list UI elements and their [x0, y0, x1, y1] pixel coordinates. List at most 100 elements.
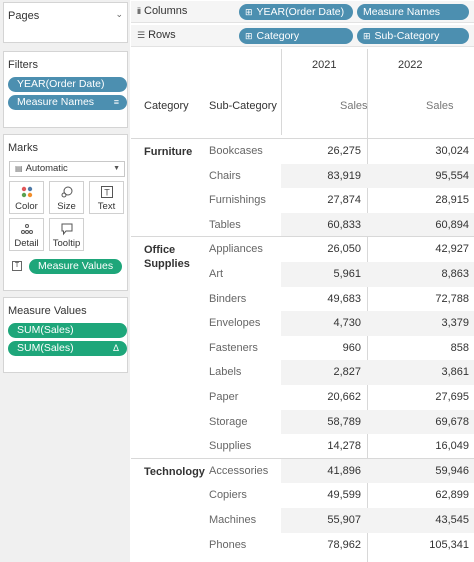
sub-category-label[interactable]: Binders — [209, 292, 247, 305]
expand-icon[interactable]: ⊞ — [245, 31, 253, 41]
filter-pill-label: YEAR(Order Date) — [17, 78, 105, 90]
marks-size-button[interactable]: Size — [49, 181, 84, 214]
sub-category-label[interactable]: Phones — [209, 538, 247, 551]
value-2022[interactable]: 3,379 — [441, 317, 469, 330]
expand-icon[interactable]: ⊞ — [363, 31, 371, 41]
rows-pill-label: Sub-Category — [374, 30, 440, 42]
filter-pill-year[interactable]: YEAR(Order Date) — [8, 77, 127, 92]
sub-category-label[interactable]: Tables — [209, 218, 241, 231]
value-2022[interactable]: 59,946 — [435, 464, 469, 477]
value-2021[interactable]: 4,730 — [333, 317, 361, 330]
rows-label-text: Rows — [148, 29, 176, 41]
value-2022[interactable]: 8,863 — [441, 268, 469, 280]
marks-color-label: Color — [15, 201, 38, 212]
color-dots-icon — [10, 185, 43, 201]
tooltip-icon — [50, 222, 83, 238]
sub-category-label[interactable]: Paper — [209, 391, 239, 403]
value-2022[interactable]: 72,788 — [435, 292, 469, 305]
value-2022[interactable]: 105,341 — [429, 538, 469, 551]
pages-card[interactable]: Pages ⌄ — [3, 2, 128, 43]
value-2022[interactable]: 62,899 — [435, 489, 469, 502]
filter-list-icon: ≡ — [113, 97, 119, 107]
value-2021[interactable]: 49,599 — [327, 489, 361, 502]
header-divider — [131, 138, 474, 139]
value-2022[interactable]: 30,024 — [435, 145, 469, 157]
group-divider — [131, 236, 474, 238]
value-2021[interactable]: 960 — [342, 341, 361, 354]
measure-pill-label: SUM(Sales) — [17, 324, 74, 336]
marks-measure-values-pill[interactable]: Measure Values — [29, 259, 122, 274]
columns-shelf[interactable]: iii Columns ⊞ YEAR(Order Date) Measure Nam… — [131, 1, 474, 23]
measure-value-pill-sum-sales-delta[interactable]: SUM(Sales) Δ — [8, 341, 127, 356]
value-2021[interactable]: 83,919 — [327, 169, 361, 182]
header-sales-2022: Sales — [426, 100, 454, 112]
value-2021[interactable]: 5,961 — [333, 268, 361, 280]
header-year-2022: 2022 — [398, 59, 423, 71]
sub-category-label[interactable]: Bookcases — [209, 145, 263, 157]
row-band — [281, 360, 474, 385]
value-2021[interactable]: 60,833 — [327, 218, 361, 231]
value-2022[interactable]: 43,545 — [435, 514, 469, 526]
value-2021[interactable]: 58,789 — [327, 415, 361, 428]
value-2022[interactable]: 3,861 — [441, 366, 469, 379]
columns-pill-measure-names[interactable]: Measure Names — [357, 4, 469, 20]
value-2022[interactable]: 27,695 — [435, 391, 469, 403]
value-2021[interactable]: 14,278 — [327, 440, 361, 453]
rows-pill-sub-category[interactable]: ⊞ Sub-Category — [357, 28, 469, 44]
filters-card[interactable]: Filters YEAR(Order Date) Measure Names ≡ — [3, 51, 128, 128]
columns-pill-year[interactable]: ⊞ YEAR(Order Date) — [239, 4, 353, 20]
sub-category-label[interactable]: Copiers — [209, 489, 247, 502]
rows-pill-category[interactable]: ⊞ Category — [239, 28, 353, 44]
value-2021[interactable]: 49,683 — [327, 292, 361, 305]
value-2022[interactable]: 42,927 — [435, 243, 469, 256]
sub-category-label[interactable]: Chairs — [209, 169, 241, 182]
expand-icon[interactable]: ⊞ — [245, 7, 253, 17]
value-2022[interactable]: 16,049 — [435, 440, 469, 453]
row-band — [281, 508, 474, 533]
value-2021[interactable]: 26,050 — [327, 243, 361, 256]
value-2022[interactable]: 95,554 — [435, 169, 469, 182]
value-2021[interactable]: 26,275 — [327, 145, 361, 157]
value-2022[interactable]: 858 — [450, 341, 469, 354]
sub-category-label[interactable]: Machines — [209, 514, 257, 526]
row-band — [281, 311, 474, 336]
value-2021[interactable]: 20,662 — [327, 391, 361, 403]
value-2022[interactable]: 60,894 — [435, 218, 469, 231]
sub-category-label[interactable]: Storage — [209, 415, 248, 428]
marks-text-label: Text — [97, 201, 116, 212]
dropdown-arrow-icon[interactable]: ▼ — [113, 165, 120, 172]
columns-shelf-label: iii Columns — [137, 5, 187, 17]
row-band — [281, 163, 474, 189]
sub-category-label[interactable]: Accessories — [209, 464, 269, 477]
sub-category-label[interactable]: Fasteners — [209, 341, 258, 354]
category-label: Furniture — [144, 146, 193, 158]
value-2021[interactable]: 41,896 — [327, 464, 361, 477]
rows-shelf[interactable]: ☰ Rows ⊞ Category ⊞ Sub-Category — [131, 25, 474, 47]
marks-tooltip-button[interactable]: Tooltip — [49, 218, 84, 251]
value-2022[interactable]: 28,915 — [435, 194, 469, 207]
sub-category-label[interactable]: Labels — [209, 366, 242, 379]
sub-category-label[interactable]: Art — [209, 268, 224, 280]
value-2021[interactable]: 2,827 — [333, 366, 361, 379]
sub-category-label[interactable]: Supplies — [209, 440, 252, 453]
filter-pill-measure-names[interactable]: Measure Names ≡ — [8, 95, 127, 110]
sub-category-label[interactable]: Appliances — [209, 243, 263, 256]
value-2021[interactable]: 78,962 — [327, 538, 361, 551]
marks-detail-button[interactable]: Detail — [9, 218, 44, 251]
marks-color-button[interactable]: Color — [9, 181, 44, 214]
chevron-down-icon[interactable]: ⌄ — [115, 9, 123, 19]
value-2021[interactable]: 55,907 — [327, 514, 361, 526]
measure-value-pill-sum-sales[interactable]: SUM(Sales) — [8, 323, 127, 338]
marks-text-button[interactable]: T Text — [89, 181, 124, 214]
rows-pill-label: Category — [256, 30, 300, 42]
mark-type-select[interactable]: ▤ Automatic ▼ — [9, 161, 125, 177]
value-2022[interactable]: 69,678 — [435, 415, 469, 428]
sub-category-label[interactable]: Envelopes — [209, 317, 261, 330]
columns-icon: iii — [137, 6, 141, 16]
value-2021[interactable]: 27,874 — [327, 194, 361, 207]
text-field-icon: T — [12, 261, 22, 271]
header-year-2021: 2021 — [312, 59, 337, 71]
measure-values-card: Measure Values SUM(Sales) SUM(Sales) Δ — [3, 297, 128, 373]
header-sales-2021: Sales — [340, 100, 368, 112]
sub-category-label[interactable]: Furnishings — [209, 194, 266, 207]
